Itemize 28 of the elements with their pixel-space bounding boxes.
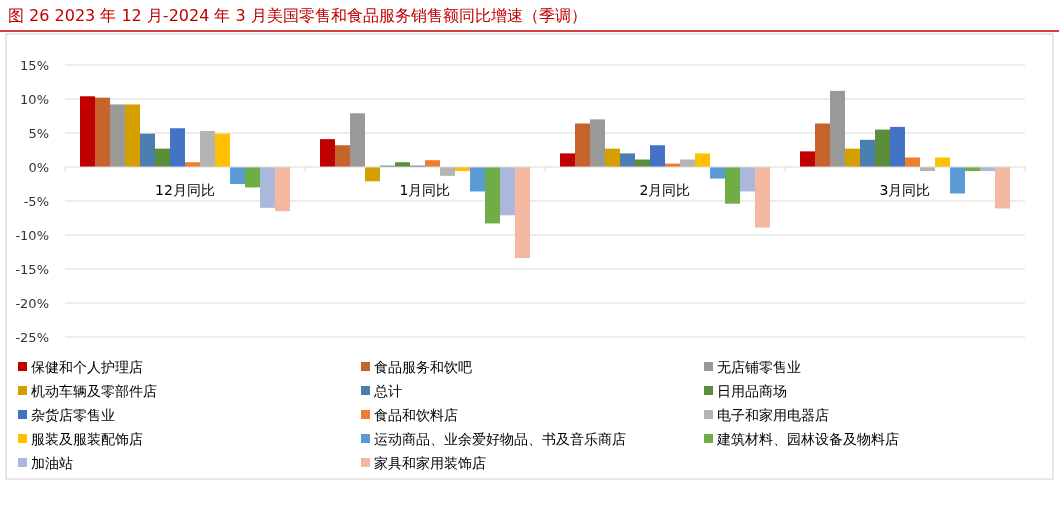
y-tick-label: -25% xyxy=(15,330,49,345)
y-tick-label: 15% xyxy=(20,58,49,73)
legend-label: 保健和个人护理店 xyxy=(31,359,143,375)
x-tick-label: 12月同比 xyxy=(155,182,215,198)
y-tick-label: -20% xyxy=(15,296,49,311)
legend-label: 无店铺零售业 xyxy=(717,359,801,375)
chart-title: 图 26 2023 年 12 月-2024 年 3 月美国零售和食品服务销售额同比增速（季调） xyxy=(8,6,587,25)
x-tick-label: 1月同比 xyxy=(399,182,451,198)
legend-label: 日用品商场 xyxy=(717,383,787,399)
y-tick-label: -5% xyxy=(23,194,49,209)
legend-label: 食品和饮料店 xyxy=(374,407,458,423)
legend-label: 服装及服装配饰店 xyxy=(31,431,143,447)
legend-label: 建筑材料、园林设备及物料店 xyxy=(716,431,899,447)
legend-label: 运动商品、业余爱好物品、书及音乐商店 xyxy=(374,431,626,447)
x-tick-label: 2月同比 xyxy=(639,182,691,198)
y-tick-label: -10% xyxy=(15,228,49,243)
y-tick-label: 10% xyxy=(20,92,49,107)
legend-label: 食品服务和饮吧 xyxy=(374,359,472,375)
y-tick-label: 5% xyxy=(28,126,49,141)
legend-label: 加油站 xyxy=(31,455,73,471)
y-tick-label: -15% xyxy=(15,262,49,277)
legend-label: 电子和家用电器店 xyxy=(717,407,829,423)
legend-label: 杂货店零售业 xyxy=(31,407,115,423)
legend-label: 家具和家用装饰店 xyxy=(374,455,486,471)
x-tick-label: 3月同比 xyxy=(879,182,931,198)
legend-label: 总计 xyxy=(373,383,402,399)
legend-label: 机动车辆及零部件店 xyxy=(31,383,157,399)
y-tick-label: 0% xyxy=(28,160,49,175)
